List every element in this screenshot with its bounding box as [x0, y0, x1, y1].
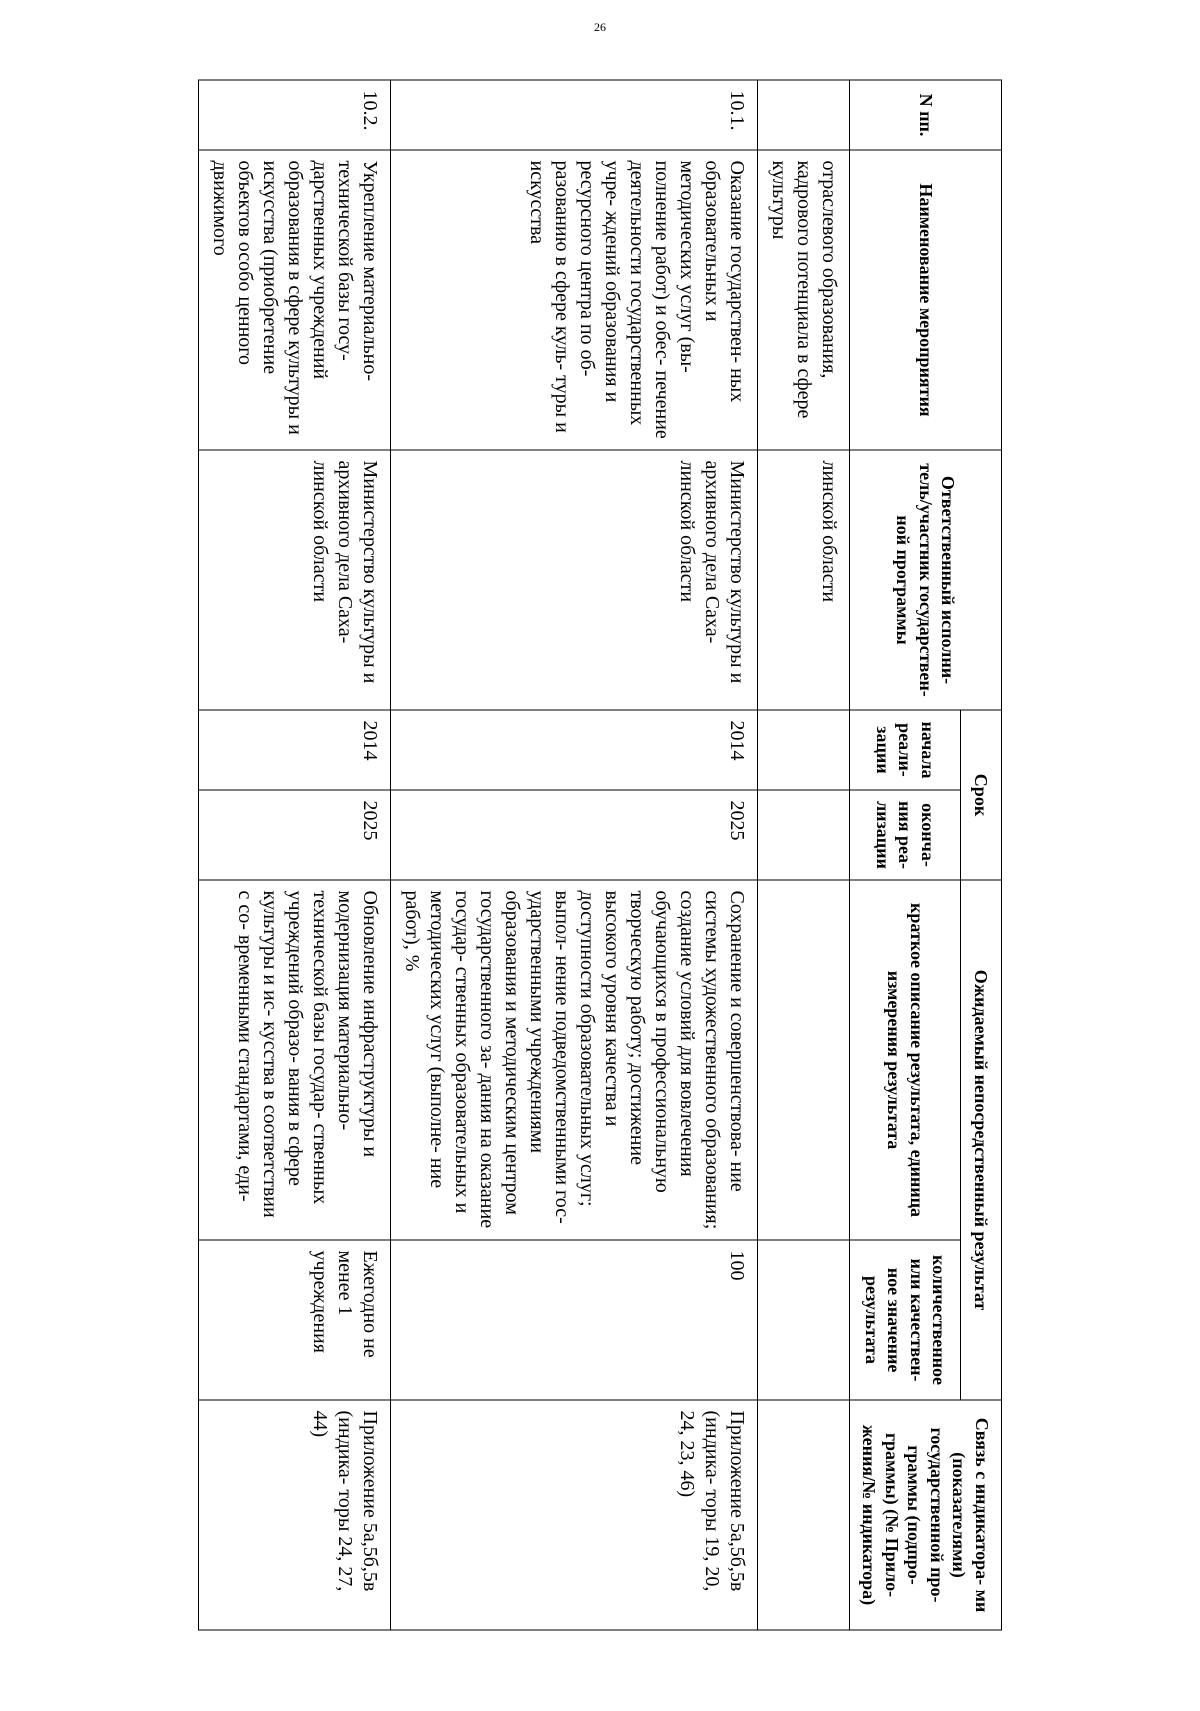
cell-name: Оказание государствен- ных образовательн…: [391, 150, 758, 450]
cell-exec: линской области: [758, 450, 850, 710]
cell-npp: [758, 80, 850, 150]
cell-exec: Министерство культуры и архивного дела С…: [199, 450, 391, 710]
table-row: отраслевого образования, кадрового потен…: [758, 80, 850, 1630]
rotated-table-wrap: N пп. Наименование мероприятия Ответстве…: [198, 79, 1002, 1630]
cell-start: [758, 710, 850, 790]
table-row: 10.1. Оказание государствен- ных образов…: [391, 80, 758, 1630]
cell-result-desc: Сохранение и совершенствова- ние системы…: [391, 880, 758, 1240]
cell-link: [758, 1400, 850, 1630]
th-exec: Ответственный исполни- тель/участник гос…: [850, 450, 1002, 710]
cell-name: Укрепление материально- технической базы…: [199, 150, 391, 450]
cell-name: отраслевого образования, кадрового потен…: [758, 150, 850, 450]
th-srok-start: начала реали- зации: [850, 710, 961, 790]
th-result-val: количественное или качествен- ное значен…: [850, 1240, 961, 1400]
cell-result-val: 100: [391, 1240, 758, 1400]
th-npp: N пп.: [850, 80, 1002, 150]
th-result: Ожидаемый непосредственный результат: [961, 880, 1002, 1400]
cell-result-desc: Обновление инфраструктуры и модернизация…: [199, 880, 391, 1240]
program-table: N пп. Наименование мероприятия Ответстве…: [198, 79, 1002, 1630]
th-result-desc: краткое описание результата, единица изм…: [850, 880, 961, 1240]
cell-link: Приложение 5а,5б,5в (индика- торы 19, 20…: [391, 1400, 758, 1630]
cell-start: 2014: [391, 710, 758, 790]
cell-end: 2025: [391, 790, 758, 880]
page-number: 26: [594, 20, 606, 35]
cell-npp: 10.2.: [199, 80, 391, 150]
cell-result-val: Ежегодно не менее 1 учреждения: [199, 1240, 391, 1400]
th-srok-end: оконча- ния реа- лизации: [850, 790, 961, 880]
cell-result-desc: [758, 880, 850, 1240]
cell-link: Приложение 5а,5б,5в (индика- торы 24, 27…: [199, 1400, 391, 1630]
th-link: Связь с индикатора- ми (показателями) го…: [850, 1400, 1002, 1630]
cell-npp: 10.1.: [391, 80, 758, 150]
cell-exec: Министерство культуры и архивного дела С…: [391, 450, 758, 710]
cell-end: [758, 790, 850, 880]
page: 26 N пп. Наименование мероприятия Ответс…: [0, 0, 1200, 1711]
table-header: N пп. Наименование мероприятия Ответстве…: [850, 80, 1002, 1630]
th-srok: Срок: [961, 710, 1002, 880]
cell-start: 2014: [199, 710, 391, 790]
cell-result-val: [758, 1240, 850, 1400]
table-body: отраслевого образования, кадрового потен…: [199, 80, 850, 1630]
cell-end: 2025: [199, 790, 391, 880]
th-name: Наименование мероприятия: [850, 150, 1002, 450]
table-row: 10.2. Укрепление материально- техническо…: [199, 80, 391, 1630]
